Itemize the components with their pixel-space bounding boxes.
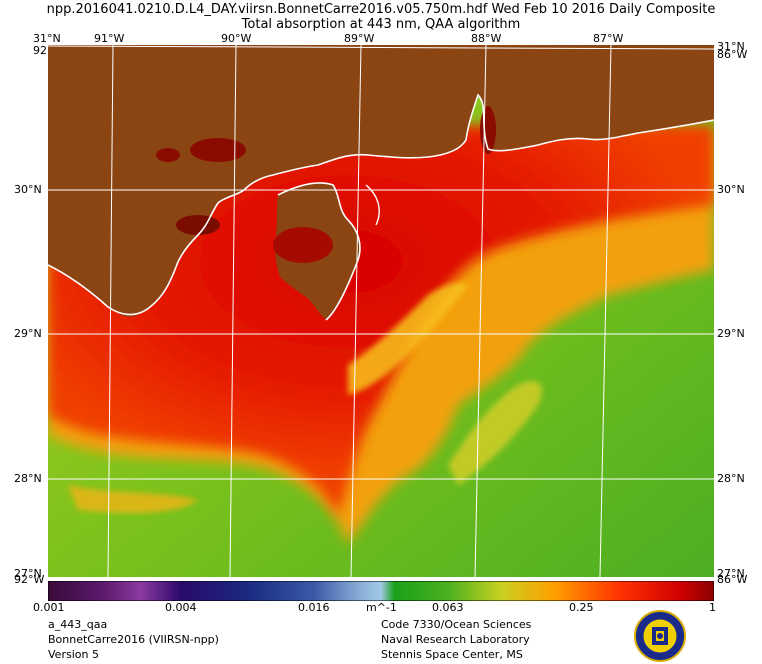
corner-label-bottom-left: 92°W: [14, 573, 45, 586]
lat-label-right-29: 29°N: [717, 327, 745, 340]
colorbar-tick-0: 0.001: [33, 601, 65, 614]
colorbar: [48, 581, 714, 601]
coastline: [48, 93, 714, 316]
yellow-filament-3: [68, 485, 198, 513]
footer-lab: Naval Research Laboratory: [381, 633, 530, 646]
colorbar-tick-1: 0.004: [165, 601, 197, 614]
absorption-map: [48, 45, 714, 577]
lon-label-top-90: 90°W: [221, 32, 252, 45]
lat-label-top-left: 31°N: [33, 32, 61, 45]
lon-label-top-87: 87°W: [593, 32, 624, 45]
land-mainland: [48, 45, 714, 317]
footer-location: Stennis Space Center, MS: [381, 648, 523, 661]
map-title: npp.2016041.0210.D.L4_DAY.viirsn.BonnetC…: [46, 2, 716, 17]
footer-code: Code 7330/Ocean Sciences: [381, 618, 532, 631]
yellow-filament-1: [348, 283, 468, 395]
lat-label-left-27: 27°N: [14, 567, 42, 580]
colorbar-tick-2: 0.016: [298, 601, 330, 614]
lon-label-top-88: 88°W: [471, 32, 502, 45]
lake-salvador: [176, 215, 220, 235]
coastline-chandeleur: [365, 184, 380, 226]
lake-maurepas: [156, 148, 180, 162]
colorbar-gradient: [48, 581, 714, 601]
map-subtitle: Total absorption at 443 nm, QAA algorith…: [241, 17, 521, 32]
breton-sound: [273, 227, 333, 263]
lat-label-right-27: 27°N: [717, 567, 745, 580]
lon-label-top-91: 91°W: [94, 32, 125, 45]
lon-label-top-89: 89°W: [344, 32, 375, 45]
yellow-filament-2: [448, 381, 542, 485]
colorbar-unit: m^-1: [366, 601, 397, 614]
corner-label-top-right: 86°W: [717, 48, 748, 61]
corner-label-bottom-right: 86°W: [717, 573, 748, 586]
lat-label-right-30: 30°N: [717, 183, 745, 196]
lat-label-right-28: 28°N: [717, 472, 745, 485]
lat-label-left-29: 29°N: [14, 327, 42, 340]
lat-label-top-right: 31°N: [717, 40, 745, 53]
colorbar-tick-4: 0.25: [569, 601, 594, 614]
lat-label-left-28: 28°N: [14, 472, 42, 485]
coastline-delta: [277, 182, 361, 321]
lake-pontchartrain: [190, 138, 246, 162]
colorbar-tick-3: 0.063: [432, 601, 464, 614]
graticule: [48, 45, 714, 577]
colorbar-tick-5: 1: [709, 601, 716, 614]
footer-dataset: BonnetCarre2016 (VIIRSN-npp): [48, 633, 219, 646]
nrl-seal-icon: [634, 610, 686, 662]
footer-product: a_443_qaa: [48, 618, 108, 631]
lat-label-left-30: 30°N: [14, 183, 42, 196]
footer-version: Version 5: [48, 648, 99, 661]
